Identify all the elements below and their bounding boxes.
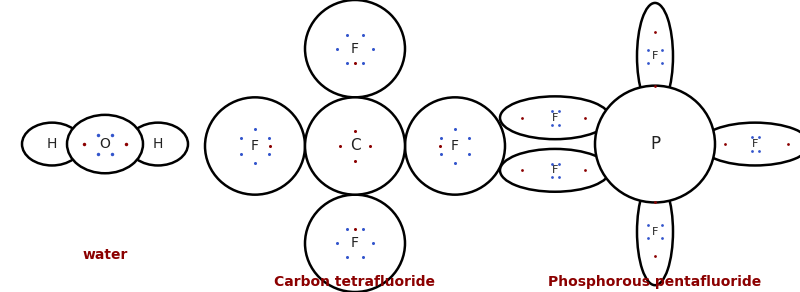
- Text: F: F: [251, 139, 259, 153]
- Ellipse shape: [637, 3, 673, 110]
- Ellipse shape: [22, 123, 82, 166]
- Text: F: F: [652, 51, 658, 61]
- Ellipse shape: [637, 178, 673, 285]
- Ellipse shape: [500, 149, 610, 192]
- Circle shape: [405, 97, 505, 195]
- Text: C: C: [350, 138, 360, 154]
- Text: P: P: [650, 135, 660, 153]
- Text: F: F: [552, 113, 558, 123]
- Text: Carbon tetrafluoride: Carbon tetrafluoride: [274, 275, 435, 289]
- Circle shape: [305, 195, 405, 292]
- Text: Phosphorous pentafluoride: Phosphorous pentafluoride: [548, 275, 762, 289]
- Ellipse shape: [67, 115, 143, 173]
- Text: F: F: [351, 236, 359, 250]
- Text: F: F: [652, 227, 658, 237]
- Circle shape: [305, 97, 405, 195]
- Ellipse shape: [128, 123, 188, 166]
- Circle shape: [205, 97, 305, 195]
- Text: water: water: [82, 248, 128, 262]
- Text: F: F: [552, 165, 558, 175]
- Text: H: H: [47, 137, 57, 151]
- Text: F: F: [752, 139, 758, 149]
- Text: H: H: [153, 137, 163, 151]
- Ellipse shape: [700, 123, 800, 166]
- Circle shape: [305, 0, 405, 97]
- Text: O: O: [99, 137, 110, 151]
- Circle shape: [595, 86, 715, 202]
- Ellipse shape: [500, 96, 610, 139]
- Text: F: F: [451, 139, 459, 153]
- Text: F: F: [351, 42, 359, 56]
